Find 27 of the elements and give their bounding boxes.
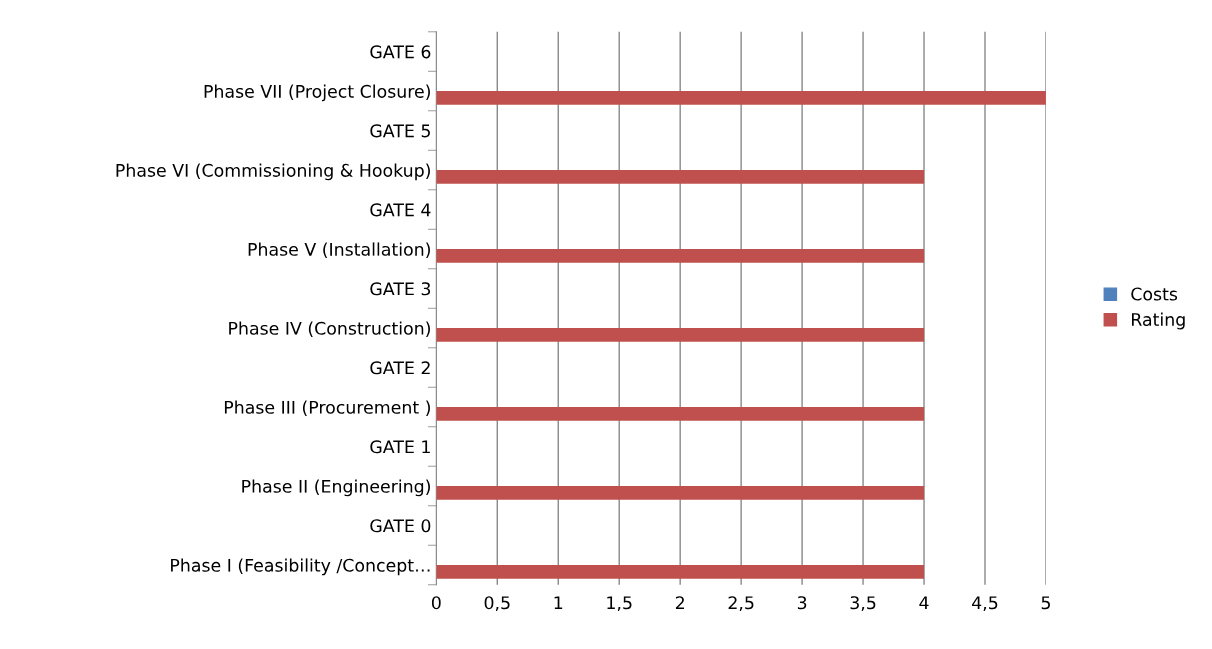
- x-tick-label: 3: [797, 596, 807, 610]
- x-tick-label: 2,5: [728, 596, 754, 612]
- x-tick-label: 3,5: [850, 596, 876, 612]
- y-tick-label: Phase VII (Project Closure): [204, 84, 430, 102]
- legend-label: Costs: [1131, 287, 1178, 301]
- y-tick-label: GATE 6: [370, 45, 431, 59]
- y-tick-label: Phase II (Engineering): [242, 479, 430, 497]
- x-tick-label: 2: [675, 596, 684, 610]
- y-tick-label: Phase IV (Construction): [229, 321, 430, 337]
- y-tick-label: GATE 2: [370, 361, 430, 375]
- y-tick-label: GATE 3: [370, 282, 431, 296]
- y-tick-label: GATE 5: [370, 124, 430, 138]
- x-tick-label: 1,5: [607, 596, 632, 612]
- y-tick-label: Phase III (Procurement ): [224, 400, 430, 416]
- y-tick-label: GATE 4: [370, 203, 431, 217]
- y-tick-label: Phase VI (Commissioning & Hookup): [116, 163, 430, 181]
- x-tick-label: 4,5: [972, 596, 998, 612]
- x-tick-label: 5: [1041, 596, 1050, 610]
- y-tick-label: GATE 1: [370, 440, 430, 454]
- x-tick-label: 4: [919, 596, 929, 610]
- x-tick-label: 1: [554, 596, 563, 610]
- y-tick-label: Phase I (Feasibility /Concept…: [171, 558, 430, 576]
- x-tick-label: 0,5: [484, 596, 510, 612]
- y-tick-label: Phase V (Installation): [248, 242, 430, 258]
- y-tick-label: GATE 0: [370, 519, 431, 533]
- x-tick-label: 0: [431, 596, 441, 610]
- legend-label: Rating: [1132, 312, 1185, 330]
